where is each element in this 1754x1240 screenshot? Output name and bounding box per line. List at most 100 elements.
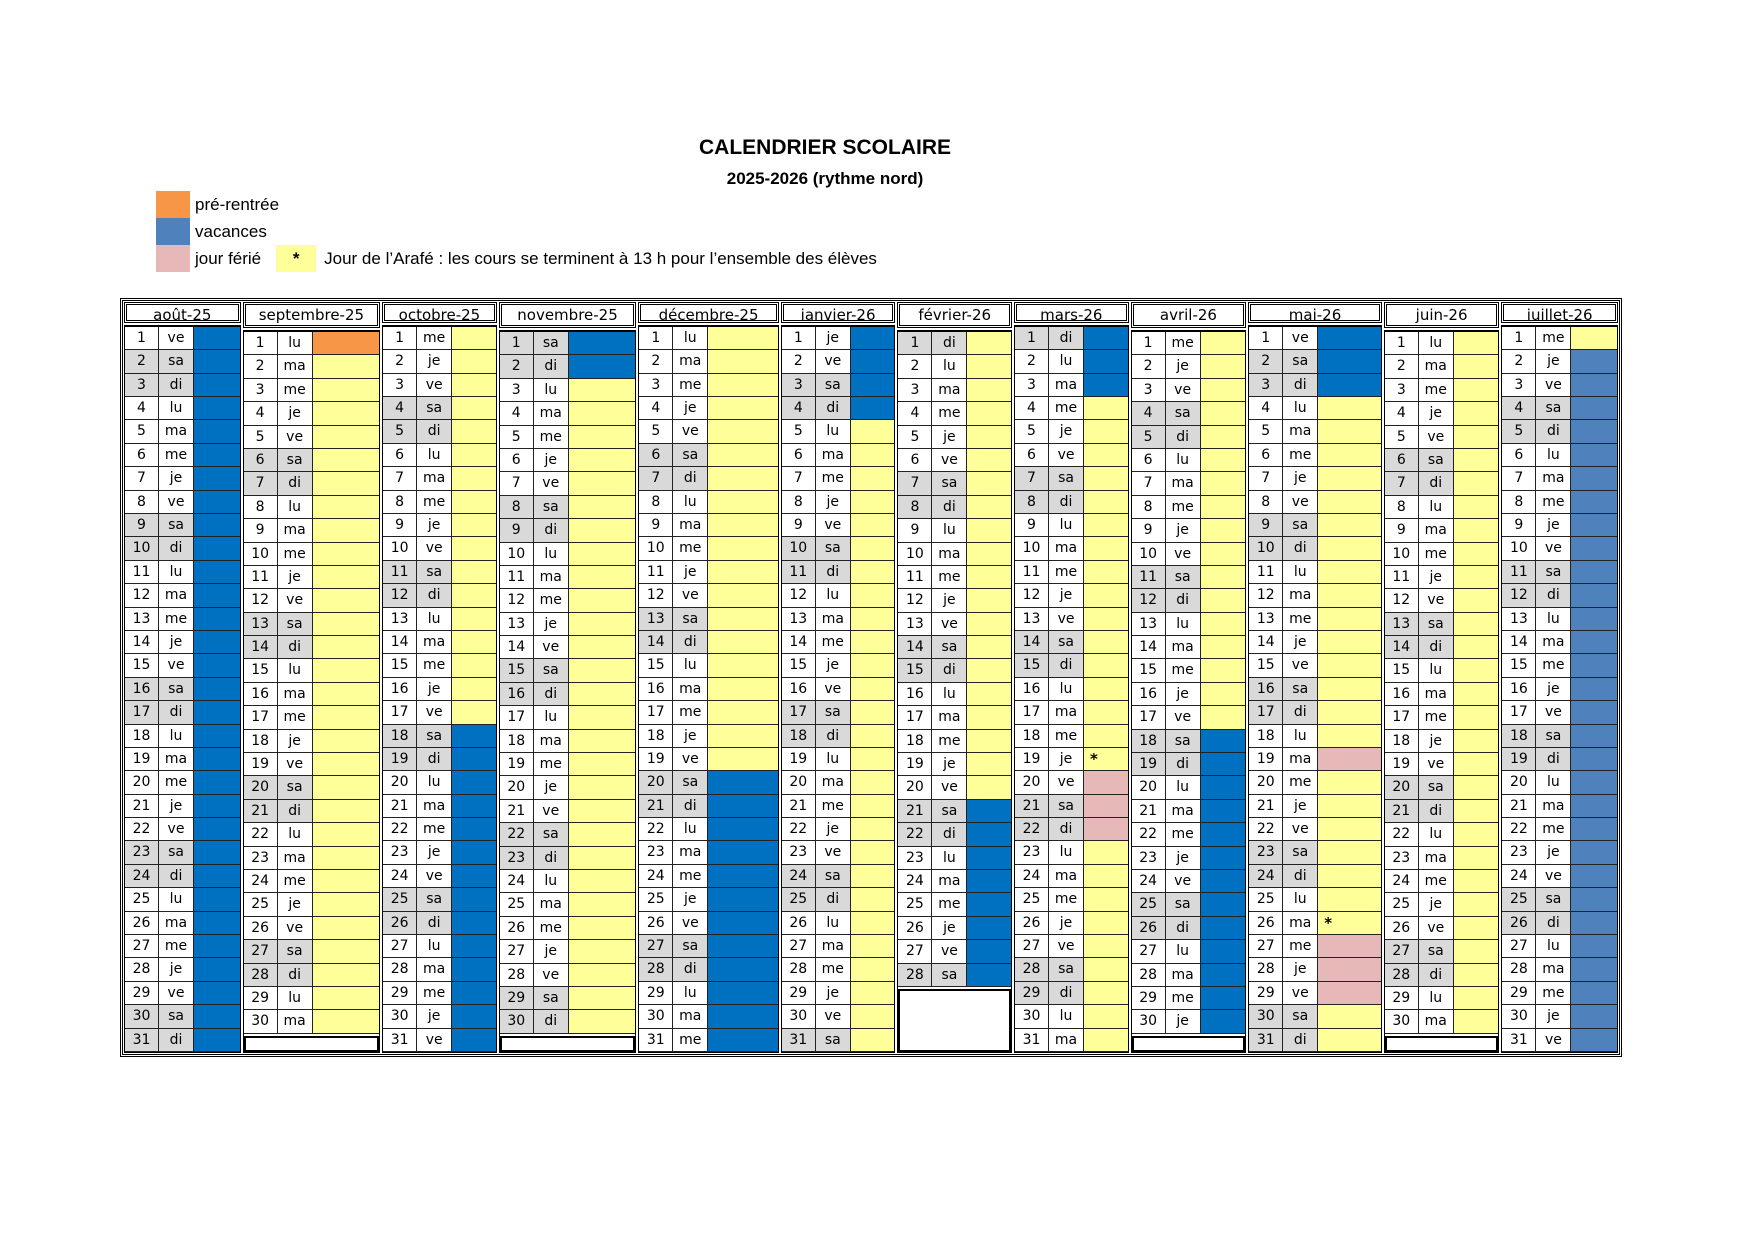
day-number: 30 (244, 1010, 278, 1033)
day-number: 19 (125, 747, 159, 771)
day-status-vacances (194, 1005, 240, 1028)
day-status-cours (312, 378, 380, 402)
day-number: 1 (125, 326, 159, 350)
day-number: 2 (383, 350, 418, 373)
day-number: 12 (1131, 589, 1166, 612)
day-weekday: sa (159, 841, 194, 864)
day-row: 12 di (383, 584, 496, 608)
day-number: 26 (782, 911, 816, 935)
day-row: 30 je (1131, 1010, 1246, 1034)
day-status-vacances_legend (1571, 864, 1617, 888)
day-number: 22 (639, 818, 674, 841)
day-status-vacances (1200, 823, 1246, 846)
day-row: 23 sa (1249, 841, 1381, 865)
day-number: 18 (1385, 729, 1419, 753)
day-number: 20 (243, 776, 278, 799)
day-status-vacances (194, 747, 240, 771)
day-row: 29 me (383, 981, 496, 1006)
day-number: 27 (1384, 940, 1419, 963)
day-status-cours (568, 893, 636, 916)
day-number: 15 (125, 654, 159, 677)
day-row: 9 ma (1384, 519, 1499, 543)
day-row: 30 di (499, 1010, 636, 1034)
day-number: 21 (639, 794, 674, 818)
month-days: 1 ve 2 sa 3 di 4 lu 5 ma 6 me 7 je 8 ve 9 sa 10 di 11 lu 12 ma 1… (1248, 324, 1382, 1053)
day-row: 11 sa (1502, 560, 1617, 585)
day-number: 20 (639, 771, 674, 794)
day-number: 19 (1015, 747, 1050, 771)
day-row: 24 ma (898, 869, 1012, 894)
day-weekday: ve (417, 373, 453, 397)
day-number: 29 (1502, 981, 1537, 1005)
day-status-cours (312, 869, 380, 893)
day-row: 18 me (898, 729, 1012, 754)
day-row: 8 sa (499, 495, 636, 520)
day-row: 28 je (125, 958, 240, 982)
day-row: 30 sa (1249, 1005, 1381, 1029)
day-weekday: di (932, 659, 968, 682)
day-row: 29 me (1502, 981, 1617, 1006)
day-row: 25 je (1384, 893, 1499, 917)
day-number: 9 (1132, 519, 1166, 542)
day-status-cours (850, 911, 895, 935)
day-row: 26 di (1502, 911, 1617, 936)
day-row: 6 ve (1015, 443, 1128, 468)
day-status-cours (1453, 1010, 1499, 1033)
day-number: 20 (383, 771, 418, 794)
day-weekday: ve (159, 818, 194, 841)
day-status-cours (1084, 1028, 1128, 1051)
day-weekday: je (932, 916, 968, 940)
day-weekday: me (1536, 818, 1572, 841)
day-number: 28 (1015, 958, 1050, 981)
day-status-cours (1084, 537, 1128, 560)
day-number: 14 (500, 636, 534, 659)
day-status-cours (312, 425, 380, 448)
day-weekday: ve (159, 490, 194, 514)
day-row: 25 me (898, 893, 1012, 917)
day-status-vacances (194, 326, 240, 350)
day-number: 11 (244, 565, 278, 589)
day-status-vacances_legend (1571, 420, 1617, 443)
day-row: 26 di (1131, 916, 1246, 941)
day-number: 29 (782, 981, 816, 1005)
day-status-cours (1318, 701, 1381, 724)
day-status-cours (452, 326, 496, 350)
day-row: 30 ve (781, 1005, 895, 1029)
day-status-ferie (1084, 794, 1128, 818)
day-weekday: di (1283, 537, 1319, 560)
day-row: 22 lu (639, 818, 778, 842)
day-number: 4 (1385, 402, 1419, 425)
day-weekday: je (816, 818, 851, 841)
day-number: 4 (781, 397, 816, 420)
day-weekday: je (1283, 794, 1319, 818)
day-status-vacances (452, 794, 496, 818)
day-weekday: je (816, 981, 851, 1005)
day-weekday: di (1283, 1028, 1319, 1051)
day-weekday: je (1536, 350, 1572, 373)
day-row: 10 ve (1131, 542, 1246, 566)
day-row: 2 lu (898, 355, 1012, 379)
day-number: 6 (898, 448, 933, 472)
day-number: 4 (125, 397, 159, 420)
day-number: 15 (1249, 654, 1284, 677)
day-status-cours (708, 326, 778, 350)
day-number: 14 (1502, 630, 1537, 654)
day-number: 10 (500, 542, 534, 565)
day-status-vacances_legend (1571, 350, 1617, 373)
day-weekday: di (1536, 911, 1572, 935)
day-weekday: je (1049, 420, 1085, 443)
day-number: 20 (500, 776, 534, 799)
day-status-vacances (452, 981, 496, 1005)
day-status-cours (568, 589, 636, 612)
legend-label: Jour de l’Arafé : les cours se terminent… (324, 248, 877, 268)
day-number: 12 (125, 584, 159, 607)
day-row: 2 lu (1015, 350, 1128, 374)
day-row: 15 ve (1249, 654, 1381, 678)
day-status-cours (967, 472, 1012, 495)
day-status-cours (1200, 589, 1246, 612)
day-row: 8 me (383, 490, 496, 515)
day-number: 26 (1015, 911, 1050, 935)
day-status-cours (1084, 607, 1128, 630)
day-row: 5 ma (1249, 420, 1381, 444)
day-number: 21 (1249, 794, 1284, 818)
